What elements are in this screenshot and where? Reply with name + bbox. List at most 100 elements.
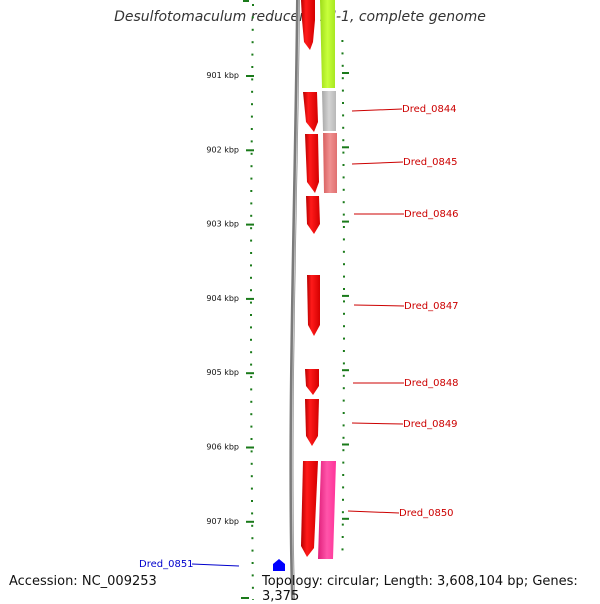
ruler-minor-tick	[341, 64, 344, 67]
ruler-minor-tick	[250, 214, 253, 217]
ruler-major-tick-outer	[342, 220, 349, 223]
ruler-minor-tick	[250, 413, 253, 416]
kbp-tick-label: 902 kbp	[206, 145, 239, 154]
ruler-minor-tick	[341, 548, 344, 551]
ruler-minor-tick	[341, 52, 344, 55]
label-dred-0845: Dred_0845	[403, 157, 458, 168]
topology-value: circular	[326, 574, 376, 589]
outer-tick-ruler	[341, 40, 345, 551]
ruler-major-tick-outer	[342, 72, 349, 74]
length-value: 3,608,104 bp	[437, 574, 524, 589]
feature-label-dred-0846[interactable]: Dred_0846	[354, 209, 459, 220]
ruler-minor-tick	[342, 114, 345, 117]
ruler-minor-tick	[250, 239, 253, 242]
gene-arrow-dred-0845	[305, 134, 319, 193]
ruler-minor-tick	[342, 486, 345, 489]
genome-backbone-highlight	[291, 0, 300, 600]
ruler-minor-tick	[250, 202, 253, 205]
ruler-minor-tick	[250, 190, 253, 192]
accession-info: Accession: NC_009253	[9, 574, 157, 589]
ruler-minor-tick	[341, 523, 344, 526]
feature-label-dred-0844[interactable]: Dred_0844	[351, 104, 457, 115]
ruler-minor-tick	[343, 300, 345, 303]
ruler-minor-tick	[250, 376, 253, 378]
feature-label-dred-0848[interactable]: Dred_0848	[353, 378, 459, 389]
ruler-minor-tick	[250, 487, 253, 490]
ruler-minor-tick	[251, 53, 254, 56]
ruler-minor-tick	[342, 498, 344, 501]
label-dred-0849: Dred_0849	[403, 419, 458, 430]
ruler-minor-tick	[343, 325, 345, 328]
gene-arrow-dred-0847	[307, 275, 320, 336]
ruler-major-tick-outer	[342, 294, 349, 297]
gene-arrow-dred-0844	[303, 92, 318, 132]
ruler-major-tick	[246, 520, 254, 523]
topology-label: Topology:	[262, 574, 323, 589]
ruler-minor-tick	[250, 314, 252, 316]
ruler-minor-tick	[342, 250, 345, 253]
label-dred-0847: Dred_0847	[404, 301, 459, 312]
ruler-major-tick-outer	[342, 443, 349, 446]
accession-value: NC_009253	[81, 574, 157, 589]
ruler-minor-tick	[250, 338, 252, 341]
track-block-dred-0844	[322, 91, 336, 131]
ruler-minor-tick	[342, 102, 344, 104]
ruler-major-tick	[246, 372, 254, 375]
ruler-minor-tick	[251, 90, 254, 93]
ruler-major-tick	[246, 149, 254, 152]
ruler-major-tick	[241, 597, 249, 599]
ruler-minor-tick	[342, 126, 345, 129]
track-block-dred-0845	[323, 133, 337, 193]
feature-label-dred-0849[interactable]: Dred_0849	[351, 419, 458, 430]
label-dred-0851: Dred_0851	[139, 559, 194, 570]
ruler-minor-tick	[343, 312, 345, 315]
ruler-minor-tick	[342, 139, 345, 142]
ruler-minor-tick	[342, 164, 345, 166]
ruler-minor-tick	[342, 374, 345, 377]
track-block-lime	[320, 0, 335, 88]
gene-arrow-dred-0849	[305, 399, 319, 446]
kbp-tick-label: 901 kbp	[206, 71, 239, 80]
ruler-minor-tick	[342, 188, 345, 191]
ruler-minor-tick	[250, 363, 253, 366]
ruler-minor-tick	[342, 387, 345, 390]
inner-tick-ruler	[250, 4, 254, 600]
ruler-minor-tick	[342, 226, 345, 228]
label-dred-0846: Dred_0846	[404, 209, 459, 220]
ruler-minor-tick	[251, 524, 254, 527]
ruler-minor-tick	[341, 511, 344, 514]
ruler-minor-tick	[342, 449, 345, 452]
ruler-minor-tick	[250, 152, 253, 155]
feature-label-dred-0851[interactable]: Dred_0851	[139, 559, 240, 570]
ruler-minor-tick	[341, 89, 344, 92]
ruler-minor-tick	[343, 275, 345, 278]
feature-label-dred-0847[interactable]: Dred_0847	[353, 301, 459, 312]
genome-title: Desulfotomaculum reducens MI-1, complete…	[114, 9, 486, 25]
ruler-major-tick-outer	[342, 369, 349, 372]
ruler-minor-tick	[342, 151, 345, 154]
ruler-minor-tick	[251, 537, 254, 540]
gene-arrow-dred-0848	[305, 369, 319, 395]
feature-label-dred-0850[interactable]: Dred_0850	[347, 508, 454, 519]
ruler-minor-tick	[252, 4, 254, 6]
ruler-major-tick	[246, 446, 254, 449]
kbp-tick-label: 906 kbp	[206, 443, 239, 452]
feature-label-dred-0845[interactable]: Dred_0845	[351, 157, 458, 168]
ruler-minor-tick	[251, 574, 254, 577]
kbp-axis-labels: 901 kbp 902 kbp 903 kbp 904 kbp 905 kbp 906 k…	[206, 0, 349, 599]
ruler-minor-tick	[250, 400, 253, 403]
ruler-minor-tick	[250, 450, 253, 453]
ruler-minor-tick	[251, 103, 253, 106]
gene-arrow-dred-0850	[301, 461, 318, 557]
ruler-minor-tick	[342, 176, 345, 179]
ruler-minor-tick	[250, 252, 253, 254]
gene-arrow-dred-0846	[306, 196, 320, 234]
ruler-minor-tick	[250, 326, 252, 329]
label-dred-0850: Dred_0850	[399, 508, 454, 519]
ruler-minor-tick	[250, 301, 252, 304]
genome-stats: Topology: circular; Length: 3,608,104 bp…	[262, 574, 578, 604]
ruler-major-tick	[246, 75, 254, 77]
ruler-minor-tick	[341, 536, 344, 538]
ruler-major-tick	[246, 297, 254, 300]
